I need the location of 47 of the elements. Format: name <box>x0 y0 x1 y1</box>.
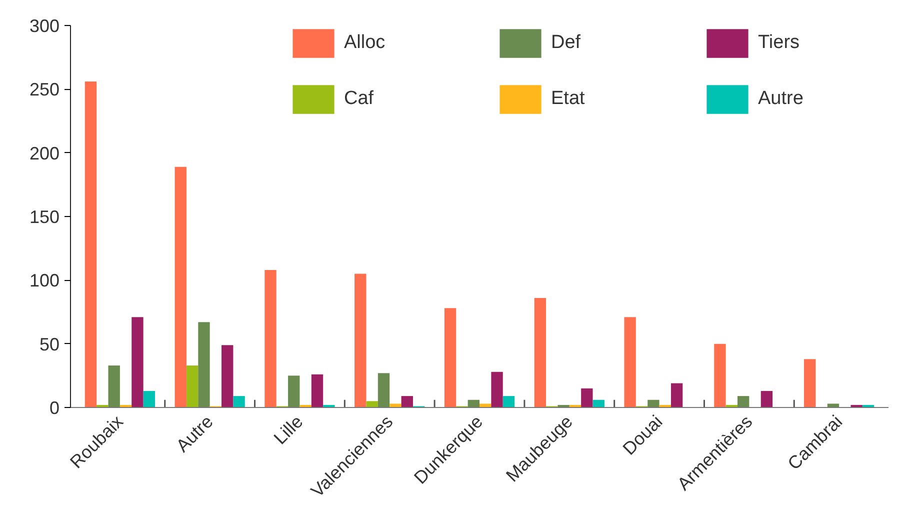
bar <box>502 396 515 408</box>
bar <box>760 390 773 408</box>
bar <box>480 404 492 408</box>
bar <box>143 390 155 408</box>
bar <box>108 365 120 408</box>
bar <box>174 166 186 408</box>
y-tick-label: 250 <box>29 80 60 100</box>
bar <box>534 298 546 408</box>
bar <box>804 359 816 408</box>
bar <box>581 388 593 408</box>
y-tick-label: 50 <box>39 334 60 354</box>
bar <box>132 317 144 408</box>
bar <box>468 400 480 408</box>
bar <box>378 373 390 408</box>
y-tick-label: 0 <box>49 398 60 418</box>
bar <box>491 372 503 408</box>
legend-label: Caf <box>344 88 375 110</box>
bar <box>311 374 324 408</box>
bar <box>401 396 413 408</box>
bar <box>198 322 210 408</box>
x-tick-label: Lille <box>270 411 307 448</box>
bar <box>84 82 97 408</box>
bar <box>288 376 300 408</box>
bar <box>233 396 245 408</box>
legend-label: Tiers <box>758 32 801 54</box>
bar <box>827 404 840 408</box>
bar <box>186 365 198 408</box>
bar <box>648 400 660 408</box>
legend-label: Autre <box>758 88 804 110</box>
bar <box>366 401 378 408</box>
bar <box>592 400 604 408</box>
bar <box>624 317 636 408</box>
bar <box>354 274 366 408</box>
y-tick-label: 150 <box>29 207 60 227</box>
bar <box>222 345 234 408</box>
bar <box>264 270 276 408</box>
y-tick-label: 200 <box>29 143 60 164</box>
bar <box>670 383 683 408</box>
bar <box>390 404 402 408</box>
legend-label: Alloc <box>344 32 386 54</box>
legend-label: Etat <box>551 88 586 110</box>
bar <box>714 344 726 408</box>
legend-label: Def <box>551 32 582 54</box>
bar <box>444 308 456 408</box>
bar <box>737 396 750 408</box>
y-tick-label: 100 <box>29 270 60 291</box>
y-tick-label: 300 <box>29 16 60 36</box>
